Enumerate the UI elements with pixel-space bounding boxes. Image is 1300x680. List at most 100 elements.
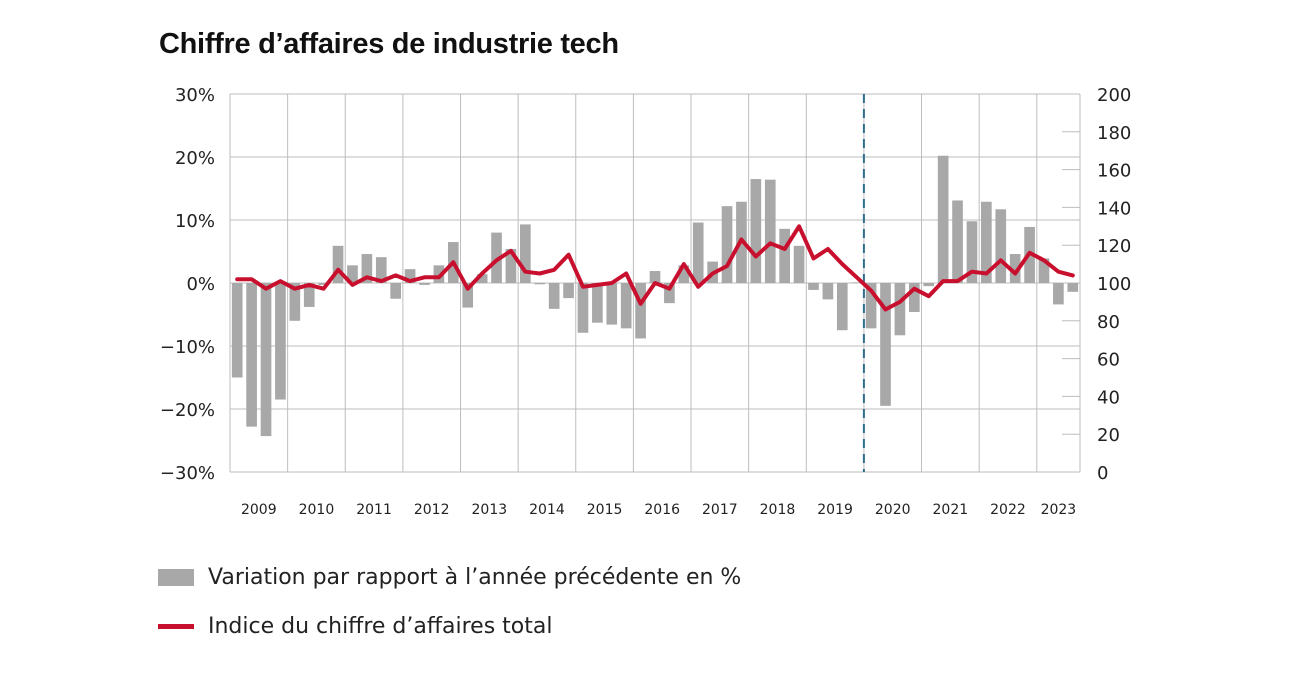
y-right-tick-label: 100 <box>1097 274 1131 295</box>
y-left-tick-label: 30% <box>175 85 215 106</box>
y-right-tick-label: 160 <box>1097 161 1131 182</box>
x-tick-label: 2021 <box>933 502 969 518</box>
bar <box>231 283 243 378</box>
chart: 30%20%10%0%−10%−20%−30%20018016014012010… <box>160 85 1131 518</box>
bar <box>764 179 776 283</box>
bar <box>260 283 272 437</box>
x-tick-label: 2013 <box>472 502 508 518</box>
bar <box>505 248 517 283</box>
bar <box>275 283 286 400</box>
bar <box>318 283 329 285</box>
bar <box>1038 258 1050 283</box>
bar <box>865 283 877 329</box>
bar <box>563 283 574 299</box>
bar <box>937 155 949 283</box>
bar <box>476 274 488 283</box>
bar <box>779 228 790 283</box>
axis-labels: 30%20%10%0%−10%−20%−30%20018016014012010… <box>160 85 1131 518</box>
bar <box>981 201 992 283</box>
y-right-tick-label: 80 <box>1097 312 1120 333</box>
x-tick-label: 2016 <box>644 502 680 518</box>
bar <box>692 222 704 283</box>
bar <box>347 265 358 283</box>
y-right-tick-label: 0 <box>1097 463 1108 484</box>
bar <box>966 221 978 283</box>
bar <box>995 209 1007 283</box>
bar <box>1053 283 1064 305</box>
bar <box>462 283 474 308</box>
legend-item-line: Indice du chiffre d’affaires total <box>158 613 741 639</box>
bar <box>592 283 603 323</box>
bar <box>577 283 589 333</box>
bar <box>923 283 935 287</box>
x-tick-label: 2011 <box>356 502 392 518</box>
y-right-tick-label: 140 <box>1097 198 1131 219</box>
x-tick-label: 2015 <box>587 502 623 518</box>
bar <box>433 265 445 283</box>
legend-swatch-line <box>158 623 194 629</box>
legend-label-line: Indice du chiffre d’affaires total <box>208 613 553 639</box>
bar <box>678 265 690 283</box>
bar <box>520 224 531 283</box>
bar <box>880 283 891 406</box>
bar-series <box>231 155 1079 437</box>
x-tick-label: 2017 <box>702 502 738 518</box>
x-tick-label: 2010 <box>299 502 335 518</box>
bar <box>375 257 387 283</box>
x-tick-label: 2018 <box>760 502 796 518</box>
bar <box>419 283 430 285</box>
bar <box>1067 283 1079 292</box>
x-tick-label: 2009 <box>241 502 277 518</box>
bar <box>606 283 618 325</box>
bar <box>361 254 373 283</box>
bar <box>635 283 646 339</box>
bar <box>1009 254 1021 283</box>
line-series <box>235 224 1075 312</box>
bar <box>851 282 863 283</box>
y-left-tick-label: −10% <box>160 337 215 358</box>
index-line <box>235 224 1075 312</box>
y-right-tick-label: 200 <box>1097 85 1131 106</box>
x-tick-label: 2022 <box>990 502 1026 518</box>
bar <box>908 283 920 312</box>
bar <box>822 283 834 300</box>
legend-swatch-bars <box>158 568 194 586</box>
legend-item-bars: Variation par rapport à l’année précéden… <box>158 564 742 590</box>
y-right-tick-label: 180 <box>1097 123 1131 144</box>
y-left-tick-label: 0% <box>186 274 215 295</box>
x-tick-label: 2014 <box>529 502 565 518</box>
bar <box>303 283 315 307</box>
bar <box>404 269 416 283</box>
bar <box>332 245 344 283</box>
bar <box>836 283 848 331</box>
bar <box>534 283 546 285</box>
legend-label-bars: Variation par rapport à l’année précéden… <box>208 564 742 590</box>
x-tick-label: 2019 <box>817 502 853 518</box>
y-left-tick-label: 20% <box>175 148 215 169</box>
x-tick-label: 2023 <box>1041 502 1077 518</box>
bar <box>793 245 805 283</box>
y-right-tick-label: 40 <box>1097 387 1120 408</box>
bar <box>289 283 301 321</box>
bar <box>894 283 906 336</box>
y-right-tick-label: 20 <box>1097 425 1120 446</box>
bar <box>548 283 560 309</box>
grid <box>229 93 1081 473</box>
x-tick-label: 2012 <box>414 502 450 518</box>
bar <box>721 206 733 283</box>
x-tick-label: 2020 <box>875 502 911 518</box>
bar <box>952 200 963 283</box>
y-right-tick-label: 120 <box>1097 236 1131 257</box>
y-left-tick-label: 10% <box>175 211 215 232</box>
bar <box>491 232 502 283</box>
bar <box>620 283 632 329</box>
bar <box>649 271 661 283</box>
bar <box>664 283 675 304</box>
chart-title: Chiffre d’affaires de industrie tech <box>159 28 619 60</box>
y-left-tick-label: −20% <box>160 400 215 421</box>
y-right-tick-label: 60 <box>1097 350 1120 371</box>
bar <box>750 179 762 283</box>
bar <box>390 283 402 299</box>
legend: Variation par rapport à l’année précéden… <box>158 565 741 663</box>
y-left-tick-label: −30% <box>160 463 215 484</box>
